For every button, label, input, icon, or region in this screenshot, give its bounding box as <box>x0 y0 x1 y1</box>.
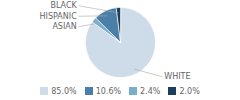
html-text:2.4%: 2.4% <box>140 86 161 96</box>
svg-text:WHITE: WHITE <box>164 72 190 81</box>
svg-text:HISPANIC: HISPANIC <box>40 12 78 21</box>
svg-text:BLACK: BLACK <box>50 1 77 10</box>
html-text:85.0%: 85.0% <box>51 86 77 96</box>
html-text:2.0%: 2.0% <box>179 86 200 96</box>
html-text:10.6%: 10.6% <box>95 86 122 96</box>
svg-text:ASIAN: ASIAN <box>52 22 76 31</box>
